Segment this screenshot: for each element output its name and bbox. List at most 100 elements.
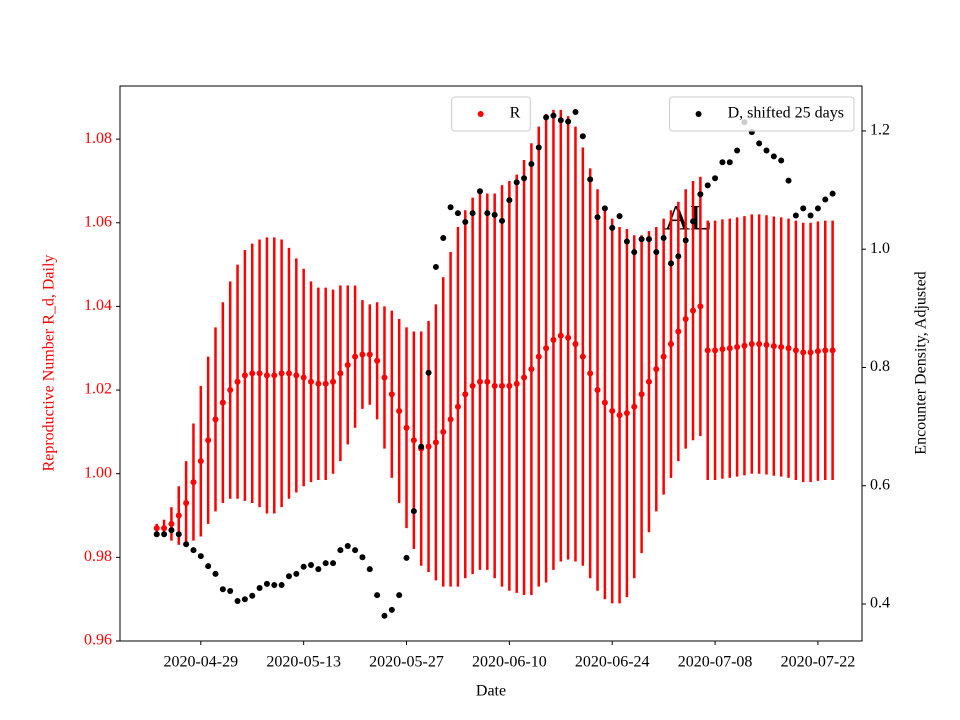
point xyxy=(330,378,337,385)
y2-tick-label: 1.2 xyxy=(870,122,890,139)
point xyxy=(763,147,770,154)
point xyxy=(660,353,667,360)
point xyxy=(653,249,660,256)
legend: D, shifted 25 days xyxy=(669,96,855,132)
point xyxy=(778,343,785,350)
point xyxy=(432,439,439,446)
point xyxy=(168,520,175,527)
x-tick-label: 2020-06-10 xyxy=(472,654,547,671)
point xyxy=(352,353,359,360)
point xyxy=(153,525,160,532)
point xyxy=(726,159,733,166)
point xyxy=(690,307,697,314)
point xyxy=(197,553,204,560)
point xyxy=(219,586,226,593)
y-tick-label: 0.96 xyxy=(84,632,112,649)
point xyxy=(366,351,373,358)
point xyxy=(491,382,498,389)
point xyxy=(175,512,182,519)
point xyxy=(285,370,292,377)
point xyxy=(800,349,807,356)
point xyxy=(271,582,278,589)
x-tick-label: 2020-07-08 xyxy=(678,654,753,671)
point xyxy=(381,374,388,381)
x-tick-label: 2020-05-13 xyxy=(266,654,341,671)
point xyxy=(256,370,263,377)
point xyxy=(601,399,608,406)
legend-box xyxy=(451,96,531,132)
y-tick-label: 1.06 xyxy=(84,213,112,230)
point xyxy=(741,342,748,349)
point xyxy=(734,147,741,154)
x-tick-label: 2020-06-24 xyxy=(575,654,650,671)
point xyxy=(535,353,542,360)
point xyxy=(719,346,726,353)
point xyxy=(697,303,704,310)
point xyxy=(667,260,674,267)
point xyxy=(623,238,630,245)
legend-label: D, shifted 25 days xyxy=(728,105,844,122)
point xyxy=(241,372,248,379)
point xyxy=(447,204,454,211)
point xyxy=(770,343,777,350)
point xyxy=(785,177,792,184)
legend: R xyxy=(451,96,531,132)
point xyxy=(271,372,278,379)
point xyxy=(161,531,168,538)
point xyxy=(447,416,454,423)
point xyxy=(719,159,726,166)
point xyxy=(161,525,168,532)
point xyxy=(249,592,256,599)
point xyxy=(454,403,461,410)
point xyxy=(712,347,719,354)
point xyxy=(565,118,572,125)
legend-box xyxy=(669,96,855,132)
point xyxy=(557,117,564,124)
point xyxy=(462,391,469,398)
point xyxy=(506,197,513,204)
point xyxy=(587,176,594,183)
point xyxy=(800,205,807,212)
point xyxy=(278,582,285,589)
point xyxy=(499,217,506,224)
y2-tick-label: 1.0 xyxy=(870,240,890,257)
point xyxy=(616,213,623,220)
point xyxy=(227,387,234,394)
point xyxy=(712,175,719,182)
point xyxy=(476,378,483,385)
y-tick-label: 1.04 xyxy=(84,297,112,314)
point xyxy=(645,378,652,385)
point xyxy=(469,210,476,217)
point xyxy=(528,161,535,168)
point xyxy=(440,428,447,435)
point xyxy=(785,345,792,352)
point xyxy=(300,374,307,381)
y-tick-label: 1.08 xyxy=(84,130,112,147)
point xyxy=(359,351,366,358)
point xyxy=(344,543,351,550)
plot-frame xyxy=(119,85,863,642)
point xyxy=(432,263,439,270)
point xyxy=(183,541,190,548)
point xyxy=(190,547,197,554)
point xyxy=(484,210,491,217)
point xyxy=(690,218,697,225)
point xyxy=(440,234,447,241)
point xyxy=(410,508,417,515)
point xyxy=(454,210,461,217)
point xyxy=(557,332,564,339)
point xyxy=(403,554,410,561)
point xyxy=(469,382,476,389)
point xyxy=(308,378,315,385)
point xyxy=(322,380,329,387)
point xyxy=(499,382,506,389)
point xyxy=(315,566,322,573)
point xyxy=(374,357,381,364)
point xyxy=(396,592,403,599)
point xyxy=(337,370,344,377)
point xyxy=(704,182,711,189)
point xyxy=(675,253,682,260)
point xyxy=(476,188,483,195)
point xyxy=(550,336,557,343)
point xyxy=(587,370,594,377)
